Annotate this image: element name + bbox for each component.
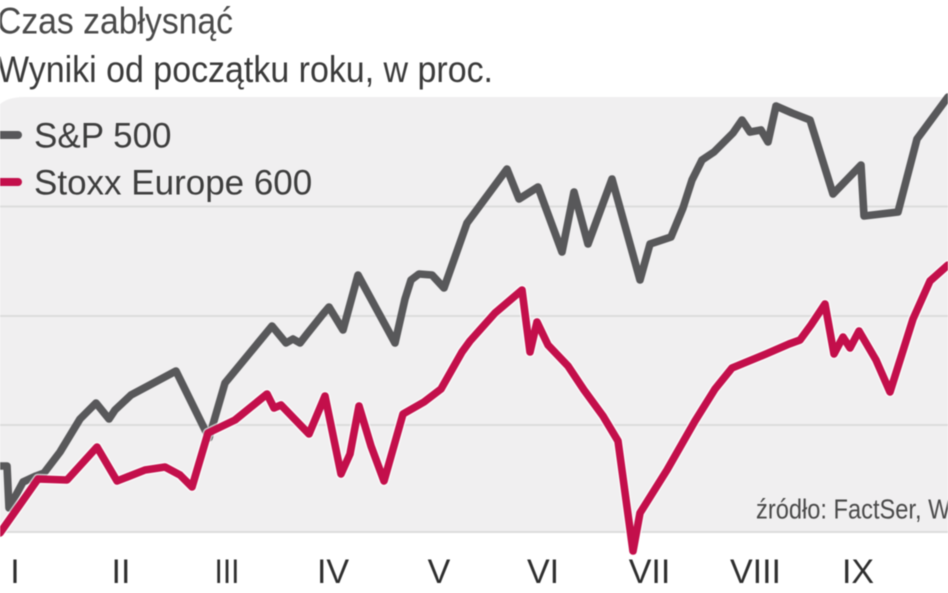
- svg-text:Wyniki od początku roku, w pro: Wyniki od początku roku, w proc.: [0, 49, 493, 90]
- svg-text:IX: IX: [842, 553, 874, 591]
- svg-text:źródło: FactSer, Wind: źródło: FactSer, Wind: [756, 494, 948, 525]
- svg-text:Czas zabłysnąć: Czas zabłysnąć: [0, 1, 233, 42]
- svg-text:II: II: [112, 553, 131, 591]
- svg-text:S&P 500: S&P 500: [34, 117, 172, 156]
- svg-text:VI: VI: [527, 553, 559, 591]
- svg-text:VIII: VIII: [730, 553, 781, 591]
- svg-text:III: III: [215, 553, 240, 591]
- svg-text:V: V: [428, 553, 451, 591]
- svg-text:VII: VII: [629, 553, 671, 591]
- svg-text:Stoxx Europe 600: Stoxx Europe 600: [34, 164, 312, 203]
- svg-text:IV: IV: [317, 553, 349, 591]
- svg-text:I: I: [10, 553, 19, 591]
